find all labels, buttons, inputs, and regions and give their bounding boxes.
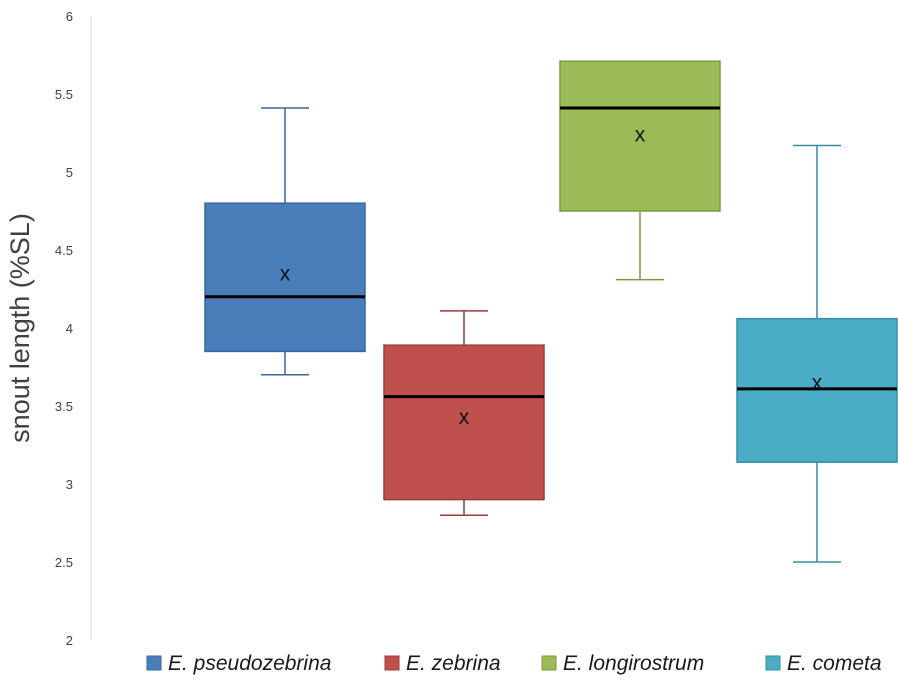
legend-swatch — [541, 655, 557, 671]
mean-marker: x — [812, 372, 823, 395]
legend-label: E. cometa — [787, 652, 882, 675]
y-tick-label: 5 — [66, 165, 73, 180]
legend-label: E. longirostrum — [563, 652, 704, 675]
legend-item: E. pseudozebrina — [146, 652, 331, 675]
y-tick-label: 4 — [66, 321, 73, 336]
iqr-box — [383, 344, 545, 501]
box-1: x — [204, 107, 366, 376]
y-tick-label: 2 — [66, 633, 73, 648]
legend: E. pseudozebrina E. zebrina E. longirostru… — [146, 652, 882, 675]
legend-swatch — [146, 655, 162, 671]
box-series-group: x x x x — [204, 60, 898, 563]
legend-swatch — [384, 655, 400, 671]
y-tick-label: 3 — [66, 477, 73, 492]
y-tick-label: 6 — [66, 9, 73, 24]
legend-label: E. zebrina — [406, 652, 501, 675]
legend-label: E. pseudozebrina — [168, 652, 331, 675]
legend-item: E. longirostrum — [541, 652, 704, 675]
y-tick-label: 2.5 — [55, 555, 73, 570]
legend-item: E. zebrina — [384, 652, 501, 675]
iqr-box — [559, 60, 721, 212]
y-tick-labels: 2 2.5 3 3.5 4 4.5 5 5.5 6 — [55, 9, 73, 648]
box-4: x — [736, 144, 898, 563]
y-tick-label: 5.5 — [55, 87, 73, 102]
y-tick-label: 3.5 — [55, 399, 73, 414]
legend-item: E. cometa — [765, 652, 882, 675]
box-3: x — [559, 60, 721, 281]
box-2: x — [383, 310, 545, 516]
y-tick-label: 4.5 — [55, 243, 73, 258]
iqr-box — [736, 317, 898, 463]
mean-marker: x — [635, 124, 646, 147]
mean-marker: x — [280, 262, 291, 285]
legend-swatch — [765, 655, 781, 671]
iqr-box — [204, 202, 366, 353]
y-axis-label: snout length (%SL) — [5, 213, 35, 443]
mean-marker: x — [459, 406, 470, 429]
